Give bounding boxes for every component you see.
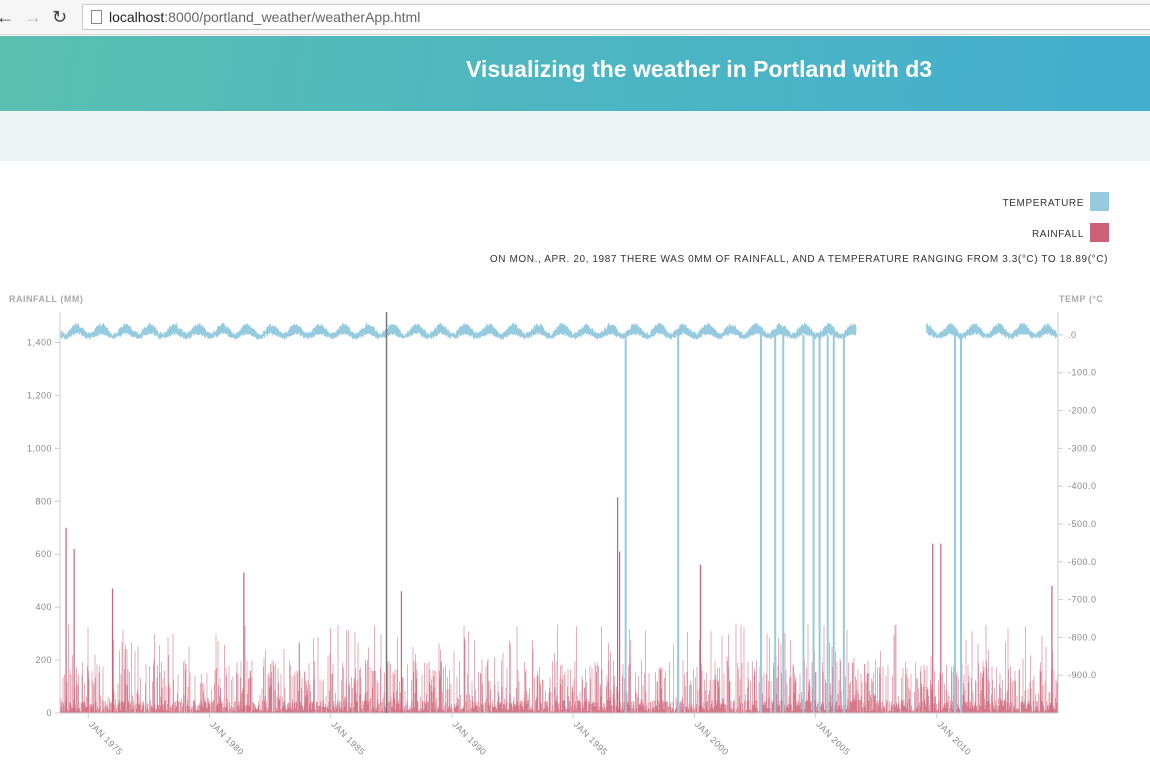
y-right-tick-label-9: -900.0 [1068, 670, 1097, 680]
info-temp-max: 18.89(°C) [1059, 254, 1108, 265]
y-right-axis-title: TEMP (°C [1059, 294, 1103, 304]
address-bar[interactable]: localhost:8000/portland_weather/weatherA… [82, 4, 1150, 30]
back-arrow-icon[interactable]: ← [0, 7, 14, 27]
x-tick-label-2: JAN 1985 [329, 719, 367, 757]
y-left-tick-label-3: 600 [35, 549, 52, 559]
rainfall-series [59, 497, 1059, 713]
info-text-2: of rainfall, and a temperature ranging f… [715, 254, 999, 265]
y-right-tick-label-2: -200.0 [1068, 406, 1097, 416]
y-left-axis-title: RAINFALL (MM) [9, 294, 83, 304]
x-tick-label-5: JAN 2000 [693, 719, 731, 757]
x-tick-label-6: JAN 2005 [814, 719, 852, 757]
url-path: :8000/portland_weather/weatherApp.html [164, 9, 421, 25]
page-icon [91, 10, 102, 24]
legend-rainfall-swatch [1090, 223, 1109, 242]
y-right-tick-label-7: -700.0 [1068, 595, 1097, 605]
info-date: Mon., Apr. 20, 1987 [509, 254, 618, 265]
url-text[interactable]: localhost:8000/portland_weather/weatherA… [109, 9, 420, 25]
sub-header-band [0, 111, 1150, 161]
info-prefix: On [489, 254, 507, 265]
x-tick-label-3: JAN 1990 [451, 719, 489, 757]
legend-rainfall-label: RAINFALL [1031, 229, 1084, 240]
day-info-readout: On Mon., Apr. 20, 1987 there was 0mm of … [490, 254, 1108, 265]
y-right-tick-label-1: -100.0 [1068, 368, 1097, 378]
url-host: localhost [109, 9, 165, 25]
x-tick-label-0: JAN 1975 [87, 719, 125, 757]
y-right-tick-label-6: -600.0 [1068, 557, 1097, 567]
y-right-tick-label-5: -500.0 [1068, 519, 1097, 529]
y-left-tick-label-2: 400 [35, 602, 52, 612]
y-right-tick-label-3: -300.0 [1068, 443, 1097, 453]
y-left-tick-label-0: 0 [46, 708, 52, 718]
forward-arrow-icon[interactable]: → [24, 7, 42, 27]
reload-icon[interactable]: ↻ [52, 7, 68, 27]
browser-toolbar: ← → ↻ localhost:8000/portland_weather/we… [0, 0, 1150, 35]
weather-chart[interactable]: RAINFALL (MM) TEMP (°C 0 200 400 600 800 1,00… [0, 286, 1150, 776]
x-tick-label-4: JAN 1995 [572, 719, 610, 757]
page-title: Visualizing the weather in Portland with… [466, 56, 933, 82]
temperature-series [60, 321, 1058, 713]
y-left-tick-label-4: 800 [35, 496, 52, 506]
legend-temperature-swatch [1090, 192, 1109, 211]
info-text-3: to [1041, 254, 1057, 265]
page-header: Visualizing the weather in Portland with… [0, 36, 1150, 111]
y-left-tick-label-5: 1,000 [27, 443, 52, 453]
rainfall-bars [59, 623, 1059, 713]
x-tick-label-1: JAN 1980 [208, 719, 246, 757]
y-left-tick-label-1: 200 [35, 655, 52, 665]
y-right-tick-label-4: -400.0 [1068, 481, 1097, 491]
y-left-tick-label-7: 1,400 [27, 337, 52, 347]
info-rainfall: 0mm [688, 254, 713, 265]
y-right-tick-label-8: -800.0 [1068, 632, 1097, 642]
y-right-tick-label-0: .0 [1068, 330, 1077, 340]
temperature-band-1 [926, 321, 1058, 341]
x-tick-label-7: JAN 2010 [935, 719, 973, 757]
y-left-tick-label-6: 1,200 [27, 390, 52, 400]
info-text-1: there was [620, 254, 685, 265]
temperature-band-0 [60, 321, 857, 341]
legend-temperature-label: TEMPERATURE [1002, 198, 1084, 209]
info-temp-min: 3.3(°C) [1002, 254, 1039, 265]
